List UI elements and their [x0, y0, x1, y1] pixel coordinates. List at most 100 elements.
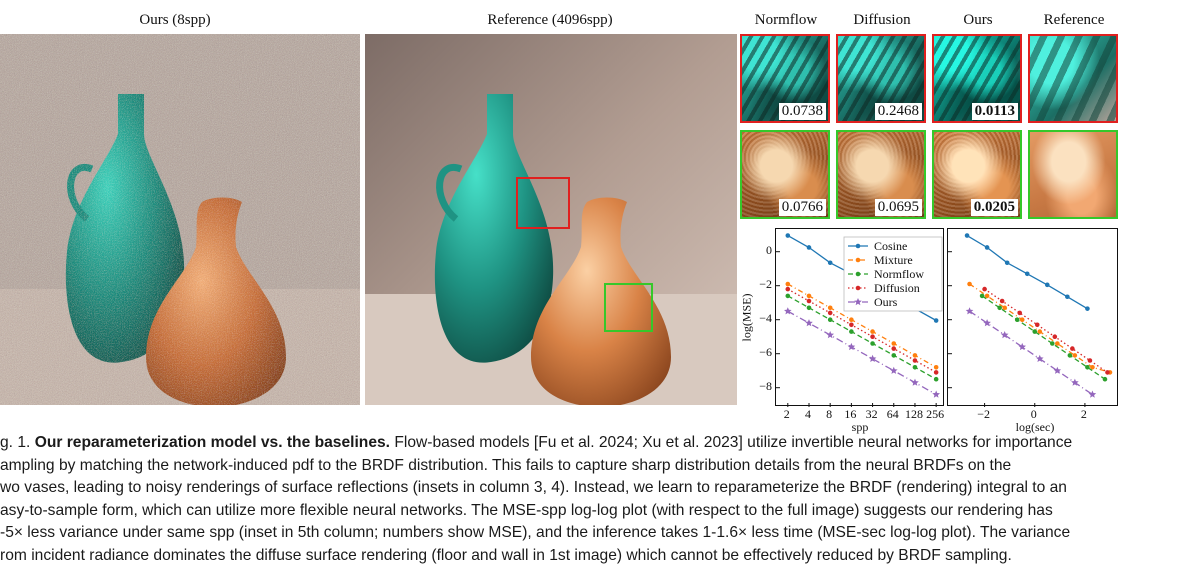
point-mixture-0-4 — [870, 329, 875, 334]
point-diffusion-0-6 — [912, 358, 918, 363]
point-cosine-1-4 — [1044, 282, 1050, 288]
inset-green-ours: 0.0205 — [932, 130, 1022, 219]
point-cosine-1-5 — [1065, 294, 1070, 300]
legend-label-diffusion: Diffusion — [874, 281, 920, 295]
point-diffusion-0-4 — [870, 334, 875, 339]
figure-caption: g. 1. Our reparameterization model vs. t… — [0, 432, 1200, 567]
point-diffusion-0-1 — [806, 298, 812, 304]
point-ours-1-2 — [1000, 331, 1009, 339]
red-inset-marker — [516, 177, 570, 229]
point-normflow-1-0 — [979, 293, 985, 299]
ytick-label-4: −8 — [759, 378, 772, 393]
ytick-label-2: −4 — [759, 310, 772, 325]
point-mixture-1-1 — [984, 293, 990, 299]
mse-sec-chart — [948, 233, 1113, 407]
xtick-label-spp-2: 8 — [826, 407, 833, 421]
series-line-normflow-0 — [787, 295, 937, 380]
point-normflow-0-4 — [870, 341, 875, 346]
point-diffusion-1-3 — [1034, 322, 1040, 328]
point-mixture-0-2 — [827, 305, 833, 311]
label-ours-main: Ours (8spp) — [139, 12, 211, 28]
point-mixture-1-0 — [967, 281, 972, 287]
label-ours-inset: Ours — [963, 12, 993, 28]
xtick-label-spp-7: 256 — [926, 407, 945, 421]
mse-green-diffusion: 0.0695 — [874, 199, 922, 216]
series-line-ours-1 — [969, 310, 1093, 396]
point-normflow-0-2 — [827, 317, 833, 322]
point-ours-1-5 — [1053, 366, 1062, 374]
point-cosine-0-2 — [827, 260, 833, 266]
legend-marker-ours — [854, 298, 862, 306]
mse-red-ours: 0.0113 — [971, 103, 1018, 120]
point-normflow-1-4 — [1050, 341, 1055, 346]
point-cosine-1-3 — [1024, 271, 1030, 277]
point-ours-0-4 — [868, 354, 877, 362]
point-diffusion-1-1 — [999, 298, 1005, 304]
point-diffusion-1-2 — [1017, 310, 1023, 316]
point-diffusion-0-7 — [933, 370, 939, 375]
caption-line-3: wo vases, leading to noisy renderings of… — [0, 479, 1067, 496]
xtick-label-spp-4: 32 — [865, 407, 878, 421]
point-diffusion-1-6 — [1087, 358, 1093, 363]
ytick-label-3: −6 — [759, 344, 772, 359]
legend-label-ours: Ours — [874, 295, 898, 309]
point-mixture-0-3 — [849, 317, 854, 322]
point-cosine-1-2 — [1004, 260, 1010, 266]
xtick-label-spp-6: 128 — [904, 407, 923, 421]
point-normflow-1-1 — [997, 305, 1002, 311]
point-cosine-1-1 — [984, 245, 990, 250]
point-mixture-1-7 — [1090, 365, 1095, 370]
point-normflow-0-1 — [806, 305, 812, 311]
point-normflow-1-5 — [1067, 353, 1073, 358]
point-diffusion-1-0 — [982, 286, 987, 292]
point-cosine-1-0 — [964, 233, 970, 238]
point-ours-0-6 — [911, 378, 919, 386]
mse-green-ours: 0.0205 — [970, 199, 1018, 216]
point-mixture-1-2 — [1002, 305, 1007, 311]
label-normflow: Normflow — [754, 12, 818, 28]
point-ours-0-1 — [805, 319, 813, 327]
series-line-diffusion-0 — [787, 288, 937, 373]
series-line-mixture-0 — [787, 283, 937, 368]
point-normflow-1-6 — [1085, 365, 1090, 370]
render-reference-4096spp — [365, 34, 737, 405]
inset-green-reference — [1028, 130, 1118, 219]
series-line-diffusion-1 — [984, 288, 1108, 373]
mse-spp-plot: Cosine Mixture Normflow Diffusion Ours — [775, 228, 944, 407]
point-diffusion-0-5 — [891, 346, 897, 351]
series-line-ours-0 — [787, 310, 937, 396]
xtick-label-sec-1: 0 — [1030, 407, 1037, 421]
point-cosine-0-0 — [785, 233, 791, 238]
x-axis-label-sec: log(sec) — [1015, 420, 1055, 434]
xtick-label-spp-5: 64 — [886, 407, 899, 421]
point-mixture-1-3 — [1019, 317, 1025, 322]
point-normflow-0-3 — [849, 329, 854, 334]
point-mixture-0-1 — [806, 293, 812, 299]
xtick-label-spp-1: 4 — [804, 407, 811, 421]
point-mixture-1-4 — [1037, 329, 1043, 334]
legend-marker-mixture — [855, 257, 861, 263]
legend-marker-normflow — [855, 271, 861, 277]
point-normflow-1-7 — [1102, 376, 1108, 382]
legend-marker-diffusion — [855, 285, 861, 291]
legend-label-cosine: Cosine — [874, 239, 907, 253]
point-normflow-1-2 — [1014, 317, 1020, 322]
xtick-label-spp-3: 16 — [844, 407, 857, 421]
render-ours-8spp — [0, 34, 360, 405]
point-ours-1-4 — [1036, 354, 1044, 362]
caption-line-6: rom incident radiance dominates the diff… — [0, 546, 1012, 564]
point-ours-0-5 — [890, 366, 898, 374]
label-reference-inset: Reference — [1043, 12, 1105, 28]
point-diffusion-0-3 — [849, 322, 854, 328]
xtick-label-spp-0: 2 — [783, 407, 790, 421]
ytick-label-1: −2 — [759, 276, 772, 291]
green-inset-marker — [604, 283, 653, 332]
point-mixture-0-0 — [785, 281, 791, 287]
inset-red-normflow: 0.0738 — [740, 34, 830, 123]
point-normflow-1-3 — [1032, 329, 1038, 334]
point-ours-1-0 — [965, 307, 974, 315]
inset-red-diffusion: 0.2468 — [836, 34, 926, 123]
point-ours-0-2 — [826, 331, 834, 339]
point-normflow-0-6 — [912, 365, 918, 370]
